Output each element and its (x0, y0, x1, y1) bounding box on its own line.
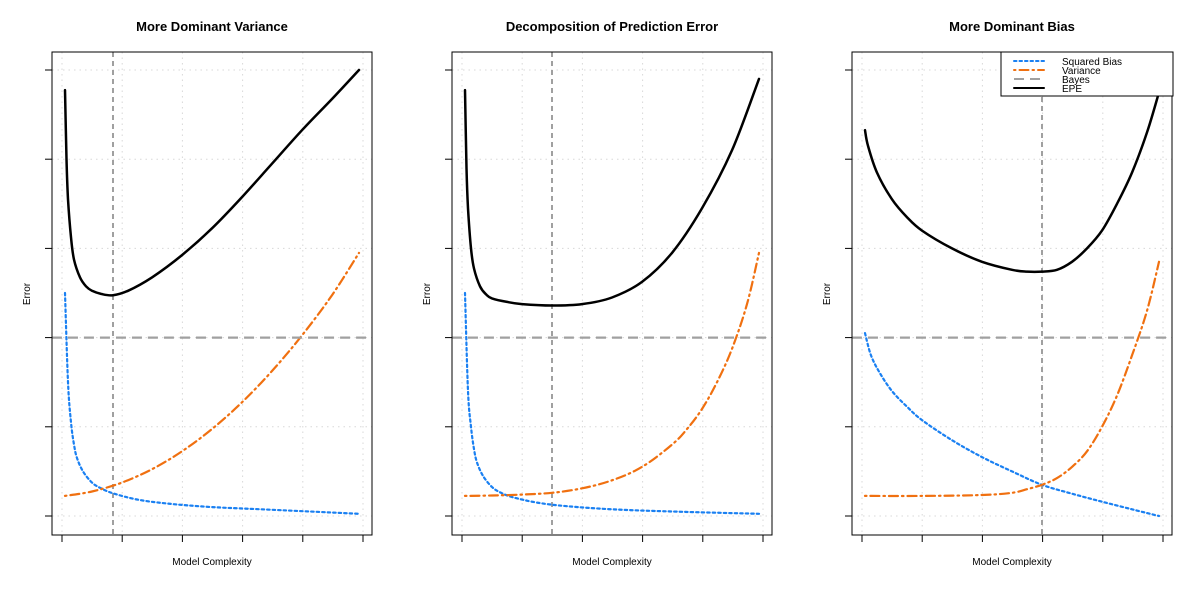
x-axis-label: Model Complexity (572, 557, 651, 568)
panel-title: Decomposition of Prediction Error (506, 19, 718, 34)
plot-frame (451, 51, 773, 536)
legend-item-bayes: Bayes (1014, 75, 1090, 86)
plot-area (845, 51, 1173, 542)
panel-2: Decomposition of Prediction Error Model … (422, 19, 773, 568)
series-line-epe (863, 91, 1161, 274)
panel-1: More Dominant Variance Model Complexity … (22, 19, 373, 568)
series-line-epe (63, 68, 361, 297)
legend-item-epe: EPE (1013, 84, 1082, 95)
series-line-squared-bias (863, 332, 1161, 518)
x-axis-label: Model Complexity (972, 557, 1051, 568)
grid (852, 52, 1172, 535)
panel-3: More Dominant Bias Model Complexity Erro… (822, 19, 1174, 568)
series-line-variance (863, 260, 1161, 498)
grid (52, 52, 372, 535)
legend-label: Variance (1062, 66, 1101, 77)
series-line-squared-bias (63, 291, 361, 515)
plot-frame (51, 51, 373, 536)
plot-area (445, 51, 773, 542)
series-line-variance (463, 251, 761, 497)
x-axis-label: Model Complexity (172, 557, 251, 568)
series-line-squared-bias (463, 291, 761, 515)
legend-item-variance: Variance (1013, 66, 1101, 77)
series-line-epe (463, 77, 761, 307)
legend-label: Bayes (1062, 75, 1090, 86)
legend-item-squared-bias: Squared Bias (1013, 57, 1122, 68)
legend-label: EPE (1062, 84, 1082, 95)
y-axis-label: Error (822, 282, 833, 305)
legend: Squared Bias Variance Bayes EPE (1000, 51, 1174, 97)
grid (452, 52, 772, 535)
panel-title: More Dominant Bias (949, 19, 1075, 34)
plot-area (45, 51, 373, 542)
legend-label: Squared Bias (1062, 57, 1122, 68)
y-axis-label: Error (22, 282, 33, 305)
panel-title: More Dominant Variance (136, 19, 288, 34)
y-axis-label: Error (422, 282, 433, 305)
plot-frame (851, 51, 1173, 536)
series-line-variance (63, 251, 361, 497)
